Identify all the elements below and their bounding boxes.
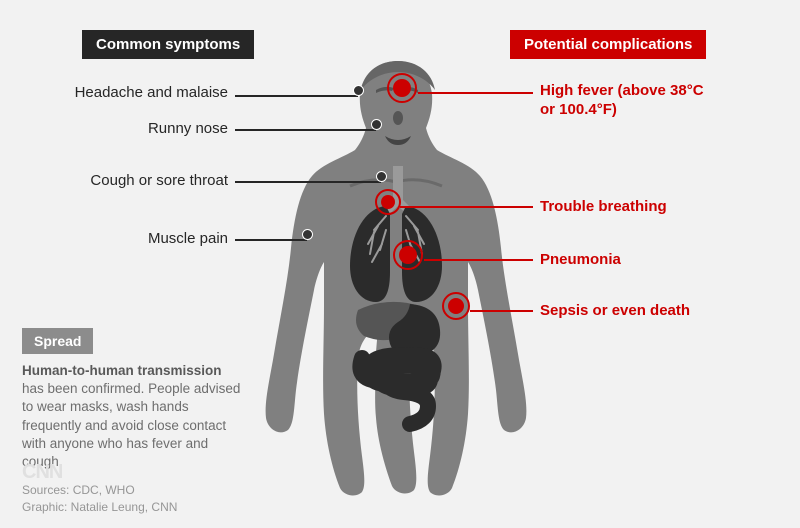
complication-label-0: High fever (above 38°C or 100.4°F) [540,82,704,120]
symptom-label-0: Headache and malaise [75,84,228,103]
symptom-line-1 [235,129,376,131]
body-silhouette [266,61,527,495]
complication-line-2 [424,259,533,261]
symptom-line-3 [235,239,307,241]
symptom-line-0 [235,95,358,97]
complication-dot-2 [399,246,417,264]
spread-text: Human-to-human transmission has been con… [22,362,247,471]
symptom-dot-3 [302,229,313,240]
anatomy-figure [258,58,538,498]
complication-line-1 [400,206,533,208]
symptom-line-2 [235,181,381,183]
symptom-label-3: Muscle pain [148,230,228,249]
symptom-dot-0 [353,85,364,96]
complication-dot-3 [448,298,464,314]
header-common-symptoms: Common symptoms [82,30,254,59]
nose [393,111,403,125]
complication-dot-0 [393,79,411,97]
complication-label-1: Trouble breathing [540,198,667,217]
footer-sources: Sources: CDC, WHO [22,483,135,497]
complication-label-2: Pneumonia [540,251,621,270]
symptom-dot-2 [376,171,387,182]
spread-bold: Human-to-human transmission [22,363,222,378]
symptom-dot-1 [371,119,382,130]
complication-label-3: Sepsis or even death [540,302,690,321]
complication-line-0 [418,92,533,94]
source-logo: CNN [22,461,62,484]
complication-dot-1 [381,195,395,209]
footer-graphic: Graphic: Natalie Leung, CNN [22,500,177,514]
header-complications: Potential complications [510,30,706,59]
symptom-label-2: Cough or sore throat [90,172,228,191]
symptom-label-1: Runny nose [148,120,228,139]
footer-credits: Sources: CDC, WHO Graphic: Natalie Leung… [22,482,177,516]
spread-tag: Spread [22,328,93,354]
spread-rest: has been confirmed. People advised to we… [22,381,240,469]
complication-line-3 [470,310,533,312]
